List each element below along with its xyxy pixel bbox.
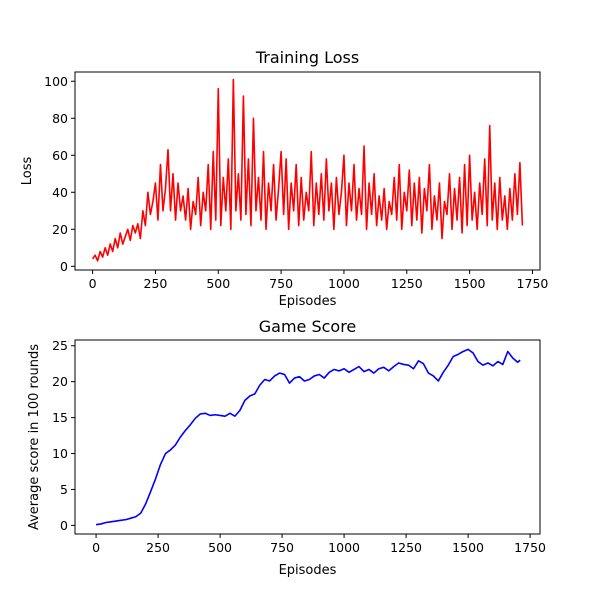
loss-y-axis-label: Loss <box>20 157 35 186</box>
score-y-axis-label: Average score in 100 rounds <box>27 344 42 530</box>
loss-x-tick-label-6: 1500 <box>454 276 486 291</box>
score-y-tick-label-0: 0 <box>60 518 68 533</box>
score-series-line-0 <box>95 348 521 526</box>
score-x-tick-label-0: 0 <box>92 540 100 555</box>
loss-plot-frame <box>74 71 541 271</box>
loss-y-tick-label-5: 100 <box>44 74 68 89</box>
loss-series-group <box>91 78 524 262</box>
loss-y-tick-label-4: 80 <box>52 111 68 126</box>
loss-y-tick-label-0: 0 <box>60 259 68 274</box>
score-x-axis-label: Episodes <box>279 563 337 578</box>
loss-y-tick-label-2: 40 <box>52 185 68 200</box>
score-y-ticks: 0 5 10 15 20 25 <box>52 338 75 533</box>
loss-x-ticks: 0 250 500 750 1000 1250 1500 1750 <box>89 270 549 291</box>
score-x-tick-label-2: 500 <box>208 540 232 555</box>
loss-x-tick-label-3: 750 <box>269 276 293 291</box>
loss-x-tick-label-2: 500 <box>206 276 230 291</box>
score-plot-area: 0 250 500 750 1000 1250 1500 1750 0 5 10 15 20 25 <box>52 338 546 555</box>
loss-subplot: Training Loss 0 250 500 750 1000 1250 1500 1750… <box>20 48 548 309</box>
score-x-tick-label-7: 1750 <box>514 540 546 555</box>
score-x-tick-label-5: 1250 <box>390 540 422 555</box>
loss-series-line-0 <box>91 78 524 262</box>
loss-x-tick-label-5: 1250 <box>391 276 423 291</box>
score-subplot: Game Score 0 250 500 750 1000 1250 1500 1750 0 5… <box>27 317 546 578</box>
score-y-tick-label-4: 20 <box>52 374 68 389</box>
score-series-group <box>95 348 521 526</box>
loss-x-tick-label-1: 250 <box>144 276 168 291</box>
loss-y-tick-label-3: 60 <box>52 148 68 163</box>
loss-x-tick-label-7: 1750 <box>517 276 549 291</box>
loss-chart-title: Training Loss <box>255 48 359 67</box>
loss-plot-area: 0 250 500 750 1000 1250 1500 1750 0 20 40 60 80 100 <box>44 71 549 291</box>
score-x-tick-label-3: 750 <box>270 540 294 555</box>
score-y-tick-label-2: 10 <box>52 446 68 461</box>
loss-x-axis-label: Episodes <box>279 294 337 309</box>
score-x-tick-label-4: 1000 <box>328 540 360 555</box>
loss-y-tick-label-1: 20 <box>52 222 68 237</box>
score-y-tick-label-3: 15 <box>52 410 68 425</box>
loss-x-tick-label-4: 1000 <box>328 276 360 291</box>
loss-y-ticks: 0 20 40 60 80 100 <box>44 74 75 274</box>
loss-x-tick-label-0: 0 <box>89 276 97 291</box>
score-plot-frame <box>74 339 541 535</box>
score-x-tick-label-6: 1500 <box>452 540 484 555</box>
score-x-tick-label-1: 250 <box>146 540 170 555</box>
score-y-tick-label-5: 25 <box>52 338 68 353</box>
score-y-tick-label-1: 5 <box>60 482 68 497</box>
score-chart-title: Game Score <box>259 317 357 336</box>
score-x-ticks: 0 250 500 750 1000 1250 1500 1750 <box>92 534 546 555</box>
